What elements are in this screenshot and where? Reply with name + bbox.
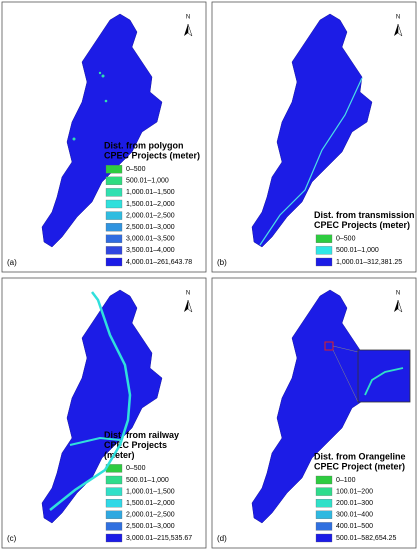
- legend-label: 500.01–582,654.25: [336, 535, 396, 542]
- project-dot: [104, 99, 108, 103]
- panel-label: (d): [217, 534, 227, 543]
- railway-line: [49, 291, 132, 511]
- legend-swatch: [105, 533, 123, 543]
- legend-label: 1,000.01–312,381.25: [336, 259, 402, 266]
- legend-swatch: [315, 510, 333, 519]
- legend-swatch: [105, 510, 123, 519]
- legend-swatch: [105, 246, 123, 255]
- legend-label: 1,000.01–1,500: [126, 488, 175, 495]
- north-label: N: [186, 291, 190, 297]
- panel-label: (b): [217, 258, 227, 267]
- legend-swatch: [105, 165, 123, 174]
- legend-label: 1,500.01–2,000: [126, 500, 175, 507]
- legend-swatch: [315, 475, 333, 485]
- inset-connector: [332, 349, 359, 403]
- project-dot: [101, 74, 105, 78]
- legend-label: 3,000.01–3,500: [126, 236, 175, 243]
- legend-label: 0–500: [126, 465, 146, 472]
- legend-label: 0–500: [126, 166, 146, 173]
- legend-label: 2,500.01–3,000: [126, 224, 175, 231]
- north-arrow: [394, 300, 398, 312]
- legend-swatch: [105, 188, 123, 197]
- legend-title: CPEC Projects (meter): [314, 220, 410, 230]
- legend-title: Dist. from railway: [104, 430, 179, 440]
- north-arrow: [184, 300, 188, 312]
- legend-label: 200.01–300: [336, 500, 373, 507]
- legend-label: 500.01–1,000: [126, 477, 169, 484]
- railway-line: [69, 436, 121, 446]
- legend-title: CPEC Project (meter): [314, 461, 405, 471]
- legend-label: 1,500.01–2,000: [126, 201, 175, 208]
- north-arrow: [184, 24, 188, 36]
- north-label: N: [396, 291, 400, 297]
- legend-label: 2,500.01–3,000: [126, 523, 175, 530]
- legend-swatch: [105, 487, 123, 496]
- north-arrow: [187, 23, 193, 37]
- panel-label: (a): [7, 258, 17, 267]
- north-arrow: [397, 299, 403, 313]
- legend-swatch: [315, 499, 333, 508]
- legend-label: 3,000.01–215,535.67: [126, 535, 192, 542]
- legend-title: Dist. from Orangeline: [314, 451, 406, 461]
- north-label: N: [396, 15, 400, 21]
- legend-title: (meter): [104, 450, 135, 460]
- legend-label: 0–100: [336, 477, 356, 484]
- legend-label: 400.01–500: [336, 523, 373, 530]
- legend-swatch: [105, 475, 123, 485]
- legend-swatch: [315, 487, 333, 496]
- legend-swatch: [315, 234, 333, 243]
- decorations: [49, 71, 411, 511]
- legend-label: 1,000.01–1,500: [126, 189, 175, 196]
- legend-label: 300.01–400: [336, 512, 373, 519]
- legend-label: 100.01–200: [336, 488, 373, 495]
- legend-label: 500.01–1,000: [126, 178, 169, 185]
- legend-title: CPEC Projects (meter): [104, 151, 200, 161]
- legend-title: Dist. from transmission: [314, 210, 415, 220]
- legend-swatch: [315, 246, 333, 255]
- north-arrow: [397, 23, 403, 37]
- legend-swatch: [315, 533, 333, 543]
- legend-swatch: [105, 199, 123, 209]
- legend-swatch: [105, 257, 123, 267]
- legend-label: 3,500.01–4,000: [126, 247, 175, 254]
- project-dot: [72, 137, 76, 141]
- legend-swatch: [105, 499, 123, 508]
- project-dot: [98, 71, 102, 75]
- legend-swatch: [105, 234, 123, 243]
- legend-label: 2,000.01–2,500: [126, 512, 175, 519]
- legend-swatch: [315, 257, 333, 267]
- panel-label: (c): [7, 534, 17, 543]
- legend-label: 4,000.01–261,643.78: [126, 259, 192, 266]
- legend-label: 2,000.01–2,500: [126, 212, 175, 219]
- legend-swatch: [315, 522, 333, 531]
- legend-swatch: [105, 223, 123, 232]
- north-arrow: [394, 24, 398, 36]
- legend-title: CPEC Projects: [104, 440, 167, 450]
- legend-label: 0–500: [336, 236, 356, 243]
- orangeline: [364, 367, 404, 396]
- transmission-line: [259, 77, 363, 246]
- north-label: N: [186, 15, 190, 21]
- legend-label: 500.01–1,000: [336, 247, 379, 254]
- north-arrow: [187, 299, 193, 313]
- legend-title: Dist. from polygon: [104, 141, 184, 151]
- legend-swatch: [105, 176, 123, 185]
- legend-swatch: [105, 522, 123, 531]
- legend-swatch: [105, 211, 123, 220]
- inset-connector: [332, 345, 359, 353]
